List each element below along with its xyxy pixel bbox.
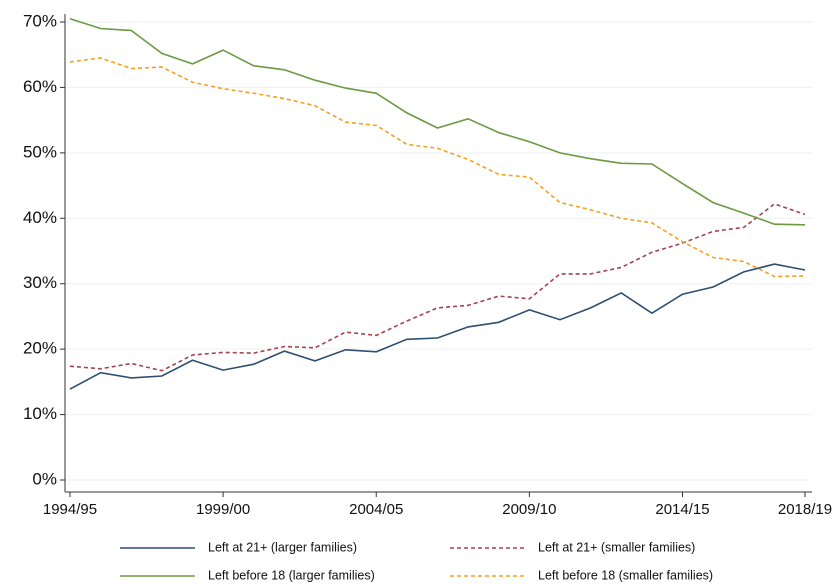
- legend-label: Left before 18 (smaller families): [538, 568, 713, 582]
- legend: Left at 21+ (larger families) Left at 21+…: [120, 540, 713, 582]
- y-tick-label: 70%: [23, 11, 57, 30]
- y-tick-label: 30%: [23, 273, 57, 292]
- y-tick-label: 10%: [23, 404, 57, 423]
- y-tick-label: 0%: [32, 469, 57, 488]
- y-tick-label: 40%: [23, 208, 57, 227]
- legend-label: Left at 21+ (larger families): [208, 540, 357, 554]
- x-tick-label: 2009/10: [502, 501, 556, 518]
- series-line: [69, 263, 806, 390]
- y-tick-label: 60%: [23, 77, 57, 96]
- x-tick-label: 2004/05: [349, 501, 403, 518]
- legend-label: Left at 21+ (smaller families): [538, 540, 695, 554]
- series-line: [69, 203, 806, 372]
- x-tick-label: 2018/19: [778, 501, 832, 518]
- y-tick-label: 20%: [23, 339, 57, 358]
- x-tick-label: 1994/95: [43, 501, 97, 518]
- y-tick-label: 50%: [23, 142, 57, 161]
- x-tick-label: 1999/00: [196, 501, 250, 518]
- legend-label: Left before 18 (larger families): [208, 568, 375, 582]
- series-line: [69, 17, 806, 226]
- x-tick-label: 2014/15: [655, 501, 709, 518]
- series-line: [69, 57, 806, 278]
